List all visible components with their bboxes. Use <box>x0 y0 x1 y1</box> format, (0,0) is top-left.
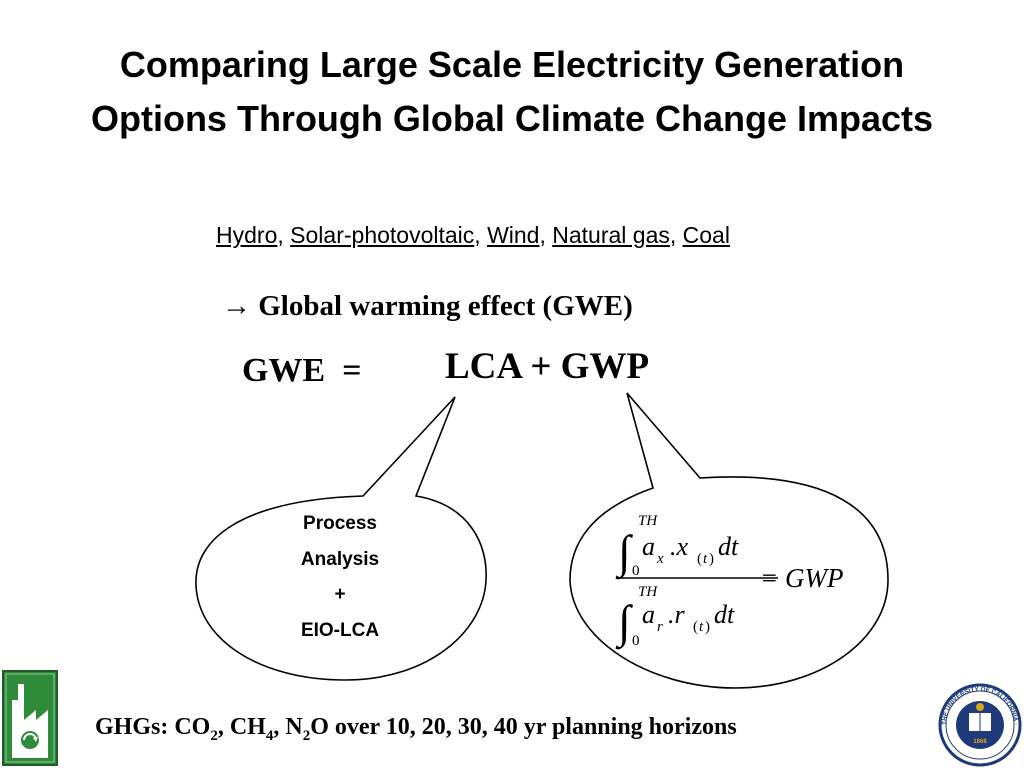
footer-co2-sub: 2 <box>210 727 218 744</box>
upper-limit-top: TH <box>638 513 658 529</box>
num-sub-t: t <box>703 551 708 567</box>
footer-co: GHGs: CO <box>95 714 211 740</box>
num-sub-x: x <box>656 551 664 567</box>
process-analysis-text: Process Analysis + EIO-LCA <box>270 506 410 648</box>
university-seal-icon: THE UNIVERSITY OF CALIFORNIA · BERKELEY … <box>936 683 1022 767</box>
num-dot-x: .x <box>670 532 689 561</box>
den-dt: dt <box>714 600 735 629</box>
equation-left: GWE = <box>242 352 362 389</box>
num-paren-close: ) <box>709 551 714 567</box>
generation-options: Hydro, Solar-photovoltaic, Wind, Natural… <box>0 222 946 249</box>
callout-right <box>569 392 889 689</box>
title-line-1: Comparing Large Scale Electricity Genera… <box>119 44 905 85</box>
den-paren-open: ( <box>693 619 698 635</box>
num-a: a <box>642 532 655 561</box>
title-line-2: Options Through Global Climate Change Im… <box>90 98 934 139</box>
process-line-3: + <box>334 584 346 605</box>
slide-title: Comparing Large Scale Electricity Genera… <box>0 38 1024 146</box>
link-coal[interactable]: Coal <box>682 222 730 248</box>
footer-n: , N <box>273 714 303 740</box>
footer-rest: O over 10, 20, 30, 40 yr planning horizo… <box>310 714 737 740</box>
callout-left <box>195 396 487 681</box>
equation-right: LCA + GWP <box>445 346 650 387</box>
footer-ch: , CH <box>217 714 266 740</box>
num-paren-open: ( <box>697 551 702 567</box>
formula-result: = GWP <box>760 563 843 593</box>
lower-limit-top: 0 <box>632 563 640 579</box>
den-a: a <box>642 600 655 629</box>
separator: , <box>539 222 553 248</box>
link-solar-photovoltaic[interactable]: Solar-photovoltaic <box>290 222 475 248</box>
process-line-2: Analysis <box>300 548 380 570</box>
num-dt: dt <box>718 532 739 561</box>
factory-recycle-logo-icon <box>2 670 58 766</box>
integral-sign-top: ∫ <box>615 526 633 580</box>
separator: , <box>669 222 683 248</box>
den-paren-close: ) <box>705 619 710 635</box>
separator: , <box>277 222 291 248</box>
upper-limit-bottom: TH <box>638 584 658 600</box>
link-wind[interactable]: Wind <box>487 222 540 248</box>
den-dot-r: .r <box>668 600 686 629</box>
footer-n2o-sub: 2 <box>302 727 311 744</box>
process-line-4: EIO-LCA <box>300 619 380 641</box>
integral-sign-bottom: ∫ <box>615 596 633 650</box>
link-natural-gas[interactable]: Natural gas <box>552 222 670 248</box>
process-line-1: Process <box>303 513 377 534</box>
den-sub-r: r <box>657 619 663 635</box>
link-hydro[interactable]: Hydro <box>216 222 278 248</box>
ghg-footer: GHGs: CO2, CH4, N2O over 10, 20, 30, 40 … <box>95 714 737 745</box>
den-sub-t: t <box>699 619 704 635</box>
gwe-heading: → Global warming effect (GWE) <box>222 290 633 322</box>
separator: , <box>474 222 488 248</box>
footer-ch4-sub: 4 <box>265 727 274 744</box>
lower-limit-bottom: 0 <box>632 633 640 649</box>
seal-year: 1868 <box>973 739 987 745</box>
gwp-formula: ∫ TH 0 a x .x ( t ) dt ∫ TH 0 a r .r ( t… <box>615 513 843 650</box>
